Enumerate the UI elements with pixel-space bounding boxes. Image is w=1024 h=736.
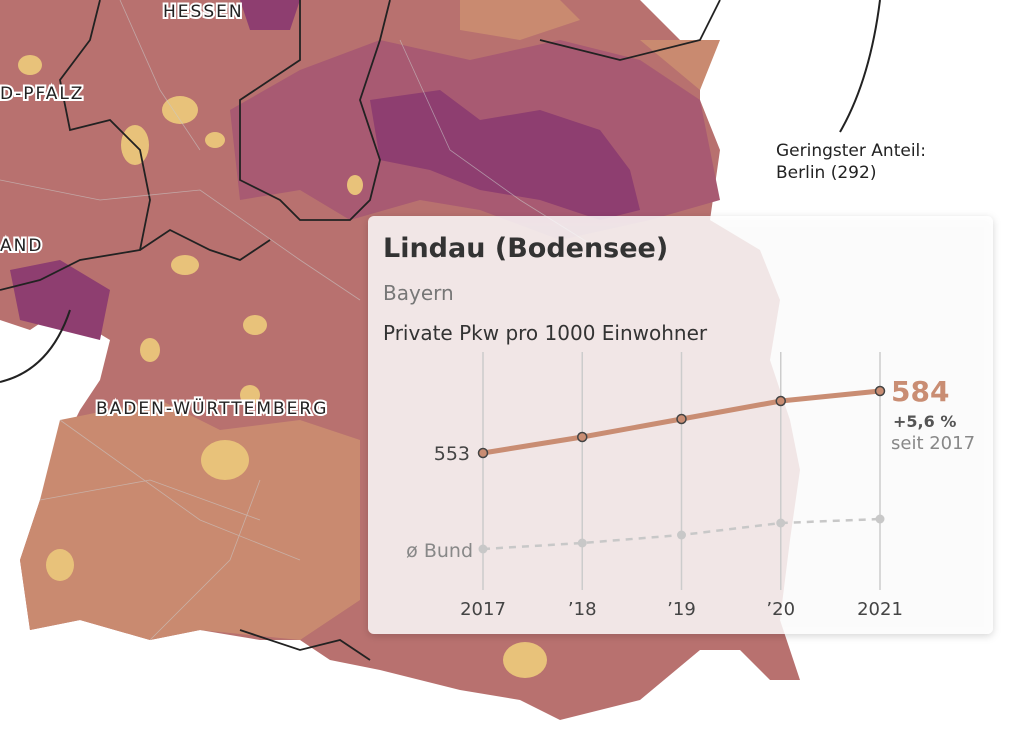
value-label: 584: [891, 375, 949, 408]
state-label: AND: [0, 236, 43, 256]
state-label: D-PFALZ: [0, 84, 84, 104]
x-tick-label: 2017: [460, 599, 506, 620]
tooltip-title: Lindau (Bodensee): [383, 233, 668, 264]
annotation-line: [839, 0, 881, 133]
state-borders: [0, 0, 721, 661]
annotation: Geringster Anteil:: [776, 141, 926, 161]
region-fill: [460, 0, 720, 90]
tooltip-subtitle: Bayern: [383, 281, 454, 305]
point: [874, 385, 886, 397]
point: [577, 538, 587, 548]
district-borders: [0, 0, 601, 641]
x-tick-label: ’19: [667, 599, 696, 620]
tooltip-box: [368, 216, 993, 634]
city-fills: [18, 55, 547, 678]
point: [577, 431, 588, 443]
region-fill: [20, 400, 360, 640]
region-fill: [10, 260, 110, 340]
point: [776, 518, 786, 528]
state-label: BADEN-WÜRTTEMBERG: [96, 397, 328, 419]
point: [677, 530, 686, 540]
annotation-line: [0, 309, 71, 383]
chart: 2017 ’18 ’19 ’20 2021 553 584 +5,6 % seit 2017 ø …: [406, 352, 975, 620]
point: [676, 413, 687, 425]
x-tick-label: 2021: [857, 599, 903, 620]
region-fill: [240, 0, 300, 30]
change-note: seit 2017: [891, 433, 975, 454]
x-tick-label: ’18: [568, 599, 597, 620]
point: [477, 447, 489, 459]
point: [875, 514, 885, 524]
tooltip: Lindau (Bodensee) Bayern Private Pkw pro…: [368, 216, 993, 634]
point: [775, 395, 786, 407]
annotation: Berlin (292): [776, 163, 876, 183]
series-label: ø Bund: [406, 540, 473, 562]
point: [478, 544, 488, 554]
change-label: +5,6 %: [893, 412, 956, 431]
x-tick-label: ’20: [766, 599, 795, 620]
value-label: 553: [434, 443, 470, 465]
state-label: HESSEN: [163, 2, 244, 22]
metric-label: Private Pkw pro 1000 Einwohner: [383, 321, 708, 345]
